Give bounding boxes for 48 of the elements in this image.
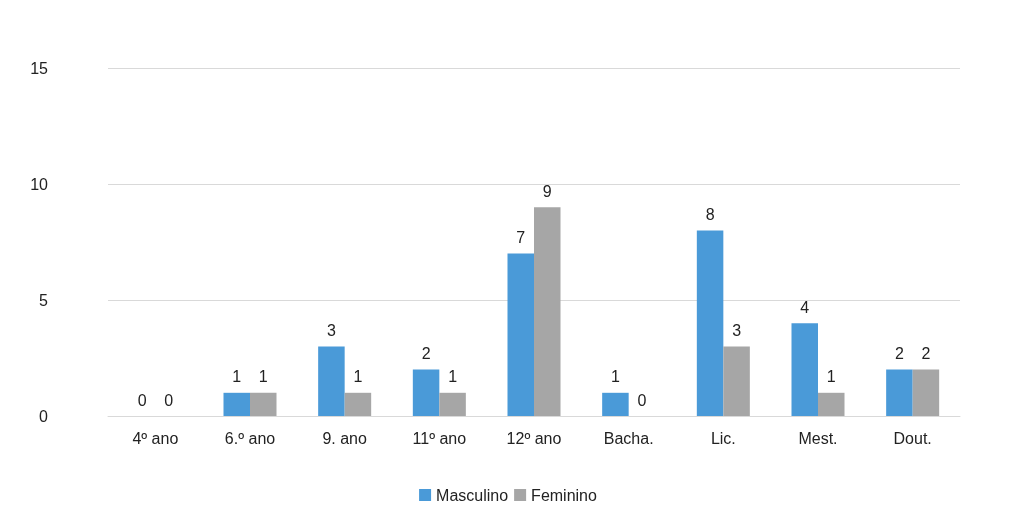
bar [723,346,750,416]
bar [318,346,345,416]
data-label: 1 [232,368,242,386]
data-label: 2 [894,345,904,363]
y-tick-label: 15 [30,59,49,77]
x-tick-label: Lic. [710,429,736,447]
x-tick-label: Mest. [798,429,838,447]
data-label: 2 [421,345,431,363]
bar [886,369,913,416]
data-label: 1 [258,368,268,386]
bar [507,253,534,416]
data-label: 9 [542,182,552,200]
bar [250,392,277,416]
bar [412,369,440,416]
data-label: 0 [137,391,147,409]
bar [223,392,250,416]
bar [791,323,818,416]
x-tick-label: Bacha. [603,429,654,447]
legend-label: Masculino [436,486,509,504]
x-tick-label: 9. ano [322,429,368,447]
data-label: 4 [800,298,810,316]
x-tick-label: 11º ano [412,429,467,447]
legend-label: Feminino [531,486,598,504]
data-label: 3 [732,321,742,339]
y-tick-label: 10 [30,175,49,193]
data-label: 0 [637,391,647,409]
y-tick-label: 5 [39,291,49,309]
data-label: 1 [610,368,620,386]
x-tick-label: 4º ano [132,429,179,447]
data-label: 2 [921,345,931,363]
data-label: 1 [353,368,363,386]
bar [602,392,629,416]
data-label: 1 [826,368,836,386]
bar [344,392,372,416]
data-label: 1 [448,368,458,386]
x-tick-label: 12º ano [506,429,562,447]
data-label: 0 [164,391,174,409]
bar [818,392,845,416]
x-tick-label: Dout. [893,429,932,447]
bar [696,230,724,416]
data-label: 8 [705,205,715,223]
bar [534,207,561,416]
y-tick-label: 0 [39,407,49,425]
bar [912,369,940,416]
data-label: 7 [516,229,526,247]
data-label: 3 [326,321,336,339]
bar [439,392,466,416]
x-tick-label: 6.º ano [224,429,276,447]
